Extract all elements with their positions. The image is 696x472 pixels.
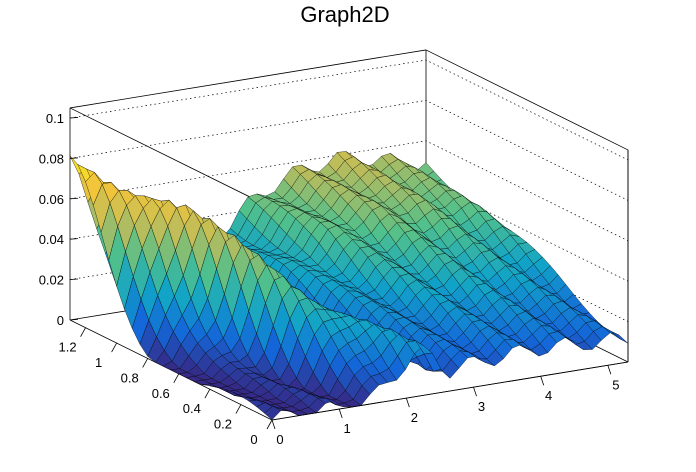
- y-tick: [266, 419, 273, 430]
- x-tick-label: 3: [478, 399, 485, 414]
- y-tick: [142, 358, 149, 368]
- z-tick: [69, 117, 79, 119]
- y-tick-label: 1: [95, 355, 102, 370]
- z-tick: [69, 238, 79, 240]
- y-tick: [204, 389, 211, 399]
- z-tick: [69, 157, 79, 159]
- x-tick: [473, 387, 477, 397]
- y-tick-label: 0.8: [121, 370, 139, 385]
- x-tick: [271, 419, 276, 430]
- x-tick-label: 0: [276, 432, 283, 447]
- z-gridline: [69, 140, 629, 242]
- z-tick-label: 0.06: [39, 192, 64, 207]
- z-tick: [69, 319, 79, 321]
- z-tick: [69, 197, 79, 200]
- plot-frame-front: [271, 149, 629, 421]
- y-tick-label: 0: [250, 432, 257, 447]
- x-tick-label: 2: [411, 410, 418, 425]
- x-tick-label: 5: [612, 377, 619, 392]
- z-gridline: [69, 100, 629, 201]
- x-tick-label: 1: [344, 421, 351, 436]
- y-tick: [80, 327, 86, 337]
- z-tick: [69, 278, 79, 281]
- surface-mesh: [69, 151, 629, 420]
- surface-cell: [611, 331, 629, 344]
- y-tick: [173, 373, 180, 384]
- y-tick-label: 0.4: [183, 401, 201, 416]
- z-tick-label: 0.1: [46, 111, 64, 126]
- frame-front-edge: [271, 361, 629, 421]
- z-axis: 0 0.02 0.04 0.06 0.08 0.1: [39, 111, 79, 328]
- y-tick: [111, 342, 117, 353]
- z-tick-label: 0.02: [39, 273, 64, 288]
- frame-edge: [69, 107, 273, 209]
- y-tick-label: 1.2: [58, 340, 76, 355]
- x-tick: [607, 365, 612, 375]
- z-tick-label: 0.08: [39, 151, 64, 166]
- z-tick-label: 0.04: [39, 232, 64, 247]
- chart-title: Graph2D: [300, 2, 389, 27]
- x-tick-label: 4: [545, 388, 552, 403]
- x-tick: [540, 376, 545, 386]
- y-axis: 0 0.2 0.4 0.6 0.8 1 1.2: [58, 327, 273, 447]
- x-tick: [405, 397, 410, 408]
- z-tick-label: 0: [57, 313, 64, 328]
- x-tick: [338, 408, 343, 419]
- y-tick-label: 0.6: [152, 386, 170, 401]
- x-axis: 0 1 2 3 4 5: [271, 365, 619, 447]
- z-gridline: [69, 59, 629, 161]
- y-tick: [235, 404, 242, 414]
- frame-edge: [69, 49, 427, 109]
- y-tick-label: 0.2: [214, 417, 232, 432]
- frame-edge: [425, 49, 629, 151]
